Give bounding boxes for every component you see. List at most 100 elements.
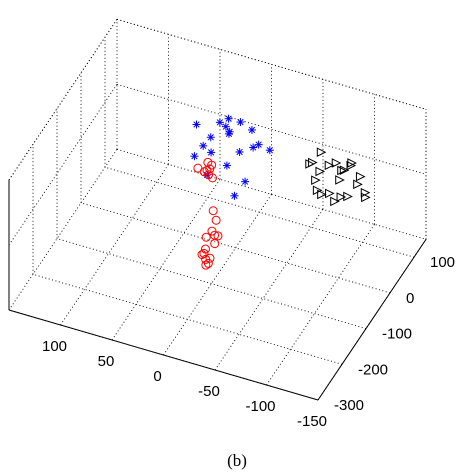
grid-line bbox=[116, 83, 427, 175]
marker-shape bbox=[353, 179, 363, 190]
point bbox=[205, 253, 215, 263]
point bbox=[254, 140, 263, 149]
marker-stroke bbox=[207, 134, 214, 141]
marker-stroke bbox=[241, 178, 249, 185]
grid-line bbox=[56, 238, 367, 330]
grid-line bbox=[163, 194, 272, 356]
marker-shape bbox=[201, 232, 211, 242]
marker-stroke bbox=[200, 142, 207, 149]
marker-stroke bbox=[248, 126, 256, 134]
marker-shape bbox=[337, 165, 347, 176]
marker-shape bbox=[201, 260, 211, 270]
point bbox=[337, 165, 347, 176]
point bbox=[224, 114, 233, 123]
point bbox=[249, 143, 258, 152]
marker-stroke bbox=[225, 115, 232, 122]
marker-shape bbox=[193, 163, 203, 173]
marker-shape bbox=[360, 187, 371, 198]
marker-shape bbox=[361, 192, 371, 203]
point bbox=[230, 191, 239, 200]
point bbox=[336, 192, 347, 202]
point bbox=[311, 175, 321, 185]
grid-line bbox=[8, 19, 118, 181]
marker-shape bbox=[200, 244, 210, 254]
point bbox=[324, 160, 335, 171]
marker-shape bbox=[308, 157, 318, 168]
point bbox=[265, 146, 274, 155]
point bbox=[221, 122, 230, 131]
marker-shape bbox=[199, 248, 209, 258]
marker-shape bbox=[330, 196, 340, 207]
point bbox=[213, 231, 223, 241]
marker-stroke bbox=[249, 144, 257, 151]
marker-shape bbox=[317, 189, 327, 200]
point bbox=[308, 157, 318, 168]
marker-shape bbox=[355, 171, 366, 182]
point bbox=[235, 147, 244, 156]
point bbox=[361, 192, 371, 203]
x-tick-label: -100 bbox=[245, 398, 275, 415]
marker-shape bbox=[312, 185, 323, 196]
marker-shape bbox=[213, 231, 223, 241]
y-tick-label: -200 bbox=[358, 361, 388, 378]
marker-shape bbox=[336, 192, 347, 202]
point bbox=[215, 118, 224, 127]
marker-shape bbox=[339, 165, 350, 176]
point bbox=[207, 148, 216, 157]
point bbox=[312, 185, 323, 196]
point bbox=[222, 161, 231, 170]
marker-stroke bbox=[237, 118, 244, 126]
grid-line bbox=[32, 273, 343, 365]
point bbox=[360, 187, 371, 198]
point bbox=[201, 254, 211, 264]
y-tick-label: -300 bbox=[334, 397, 364, 414]
grid-line bbox=[214, 209, 324, 371]
point bbox=[353, 179, 363, 190]
x-tick-label: -50 bbox=[198, 383, 220, 400]
point bbox=[201, 232, 211, 242]
marker-stroke bbox=[207, 149, 215, 156]
x-tick-label: 50 bbox=[98, 353, 115, 370]
point bbox=[346, 160, 357, 171]
grid-line bbox=[266, 224, 375, 386]
marker-shape bbox=[324, 160, 335, 171]
marker-shape bbox=[331, 158, 342, 168]
y-tick-label: -100 bbox=[382, 326, 412, 343]
point bbox=[201, 260, 211, 270]
y-tick-label: 100 bbox=[430, 254, 455, 271]
marker-shape bbox=[316, 147, 327, 158]
point bbox=[241, 177, 250, 186]
point bbox=[331, 158, 342, 168]
marker-stroke bbox=[216, 119, 224, 126]
point bbox=[208, 206, 218, 216]
marker-shape bbox=[201, 254, 211, 264]
marker-stroke bbox=[193, 121, 200, 128]
point bbox=[316, 147, 327, 158]
grid-line bbox=[60, 164, 169, 326]
point bbox=[210, 239, 220, 249]
point bbox=[199, 141, 208, 150]
point bbox=[192, 120, 201, 129]
point bbox=[305, 159, 315, 169]
point bbox=[207, 160, 217, 170]
point bbox=[210, 230, 220, 240]
marker-shape bbox=[210, 239, 220, 249]
grid-line bbox=[8, 84, 118, 246]
y-tick-label: 0 bbox=[406, 290, 414, 307]
point bbox=[330, 196, 340, 207]
point bbox=[199, 248, 209, 258]
marker-shape bbox=[210, 230, 220, 240]
point bbox=[211, 215, 221, 225]
point bbox=[204, 170, 214, 180]
marker-stroke bbox=[266, 147, 273, 154]
marker-shape bbox=[211, 215, 221, 225]
point bbox=[355, 171, 366, 182]
point bbox=[190, 152, 199, 161]
marker-shape bbox=[208, 206, 218, 216]
marker-stroke bbox=[231, 192, 238, 199]
point bbox=[347, 158, 357, 168]
marker-shape bbox=[207, 160, 217, 170]
marker-shape bbox=[305, 159, 315, 169]
grid-line bbox=[80, 202, 391, 294]
x-tick-label: 0 bbox=[153, 368, 161, 385]
